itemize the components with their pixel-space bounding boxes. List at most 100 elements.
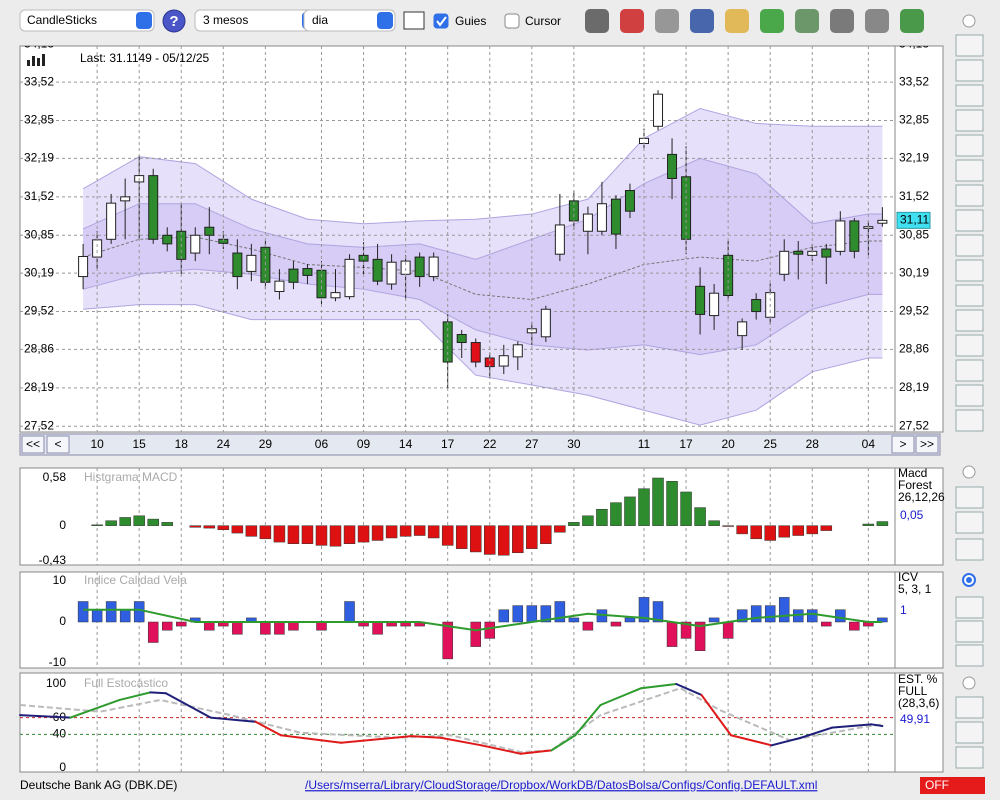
side-tool[interactable] [955,59,984,82]
bar [91,524,103,526]
side-tool[interactable] [955,359,984,382]
bar [778,525,790,538]
stoch-title: Full Estocástico [84,676,168,690]
side-tool[interactable] [955,384,984,407]
side-tool[interactable] [955,209,984,232]
bar [372,621,383,635]
bar [315,525,328,546]
nav-label: >> [920,437,934,451]
side-tool[interactable] [955,259,984,282]
bar [133,601,145,623]
bar [764,605,776,623]
radio[interactable] [962,676,976,690]
help-button[interactable] [162,9,186,33]
side-tool[interactable] [955,538,984,561]
bar [582,515,594,526]
bar [301,525,314,544]
side-tool[interactable] [955,84,984,107]
bar [91,609,103,623]
stoch-k-segment [550,734,577,752]
stoch-k-segment [340,735,413,744]
bar [568,617,580,623]
bar [470,621,481,647]
stoch-k-segment [640,683,678,690]
bar [610,621,622,627]
x-tick-label: 15 [133,437,147,451]
bar [161,621,173,631]
radio[interactable] [962,14,976,28]
symbol: Deutsche Bank AG (DBK.DE) [20,778,177,792]
side-tool[interactable] [955,34,984,57]
interval-text: dia [312,13,328,27]
icv-title: Indice Calidad Vela [84,573,187,587]
calendar-icon[interactable] [403,11,425,30]
y-tick-label: -10 [49,655,67,669]
nav-button[interactable] [46,435,70,454]
candle-body [610,198,621,235]
stoch-k-segment [209,716,257,723]
macd-title: Histgrama MACD [84,470,178,484]
side-tool[interactable] [955,486,984,509]
side-tool[interactable] [955,409,984,432]
y-tick-label: 0 [59,760,66,774]
bar [231,525,244,534]
state-button[interactable] [920,777,985,794]
stoch-k-segment [118,691,152,701]
side-tool[interactable] [955,620,984,643]
x-tick-label: 28 [806,437,820,451]
side-tool[interactable] [955,721,984,744]
side-tool[interactable] [955,284,984,307]
state-text: OFF [925,778,949,792]
side-tool[interactable] [955,309,984,332]
nav-button[interactable] [891,435,915,454]
bar [484,525,496,555]
side-tool[interactable] [955,746,984,769]
band-line [82,107,883,225]
stoch-k-segment [19,714,72,719]
chart-type-select[interactable] [19,9,155,32]
tool-icon [620,9,644,33]
y-tick-label: -0,43 [39,553,67,567]
candle-body [849,220,860,252]
cursor-checkbox[interactable] [504,13,520,29]
y-tick-label: 0,58 [43,470,67,484]
radio[interactable] [962,465,976,479]
side-tool[interactable] [955,596,984,619]
y-tick-label: 32,85 [24,113,54,127]
side-tool[interactable] [955,134,984,157]
guides-checkbox[interactable] [433,13,449,29]
bar [344,601,355,623]
bar [554,525,566,533]
side-tool[interactable] [955,644,984,667]
y-tick-label: 34,18 [899,36,929,50]
stoch-k-segment [870,723,884,727]
bar [274,621,285,635]
side-tool[interactable] [955,109,984,132]
candle-body [414,256,425,278]
stoch-legend: EST. % [898,672,938,686]
side-tool[interactable] [955,234,984,257]
config-path[interactable]: /Users/mserra/Library/CloudStorage/Dropb… [305,778,817,792]
x-tick-label: 29 [259,437,273,451]
select-arrow [377,12,393,29]
side-tool[interactable] [955,159,984,182]
bar [624,496,636,526]
y-tick-label: 27,52 [899,418,929,432]
side-tool[interactable] [955,511,984,534]
candle-body [204,226,215,236]
icv-legend: 5, 3, 1 [898,582,932,596]
side-tool[interactable] [955,696,984,719]
side-tool[interactable] [955,184,984,207]
nav-button[interactable] [21,435,45,454]
macd-legend-box [894,467,944,566]
candle-body [456,333,467,344]
nav-button[interactable] [915,435,939,454]
interval-select[interactable] [303,9,396,32]
side-tool[interactable] [955,334,984,357]
price-axis [894,45,944,433]
cursor-label: Cursor [525,14,561,28]
bar [540,605,552,623]
candle-body [302,268,313,276]
y-tick-label: 31,52 [899,189,929,203]
